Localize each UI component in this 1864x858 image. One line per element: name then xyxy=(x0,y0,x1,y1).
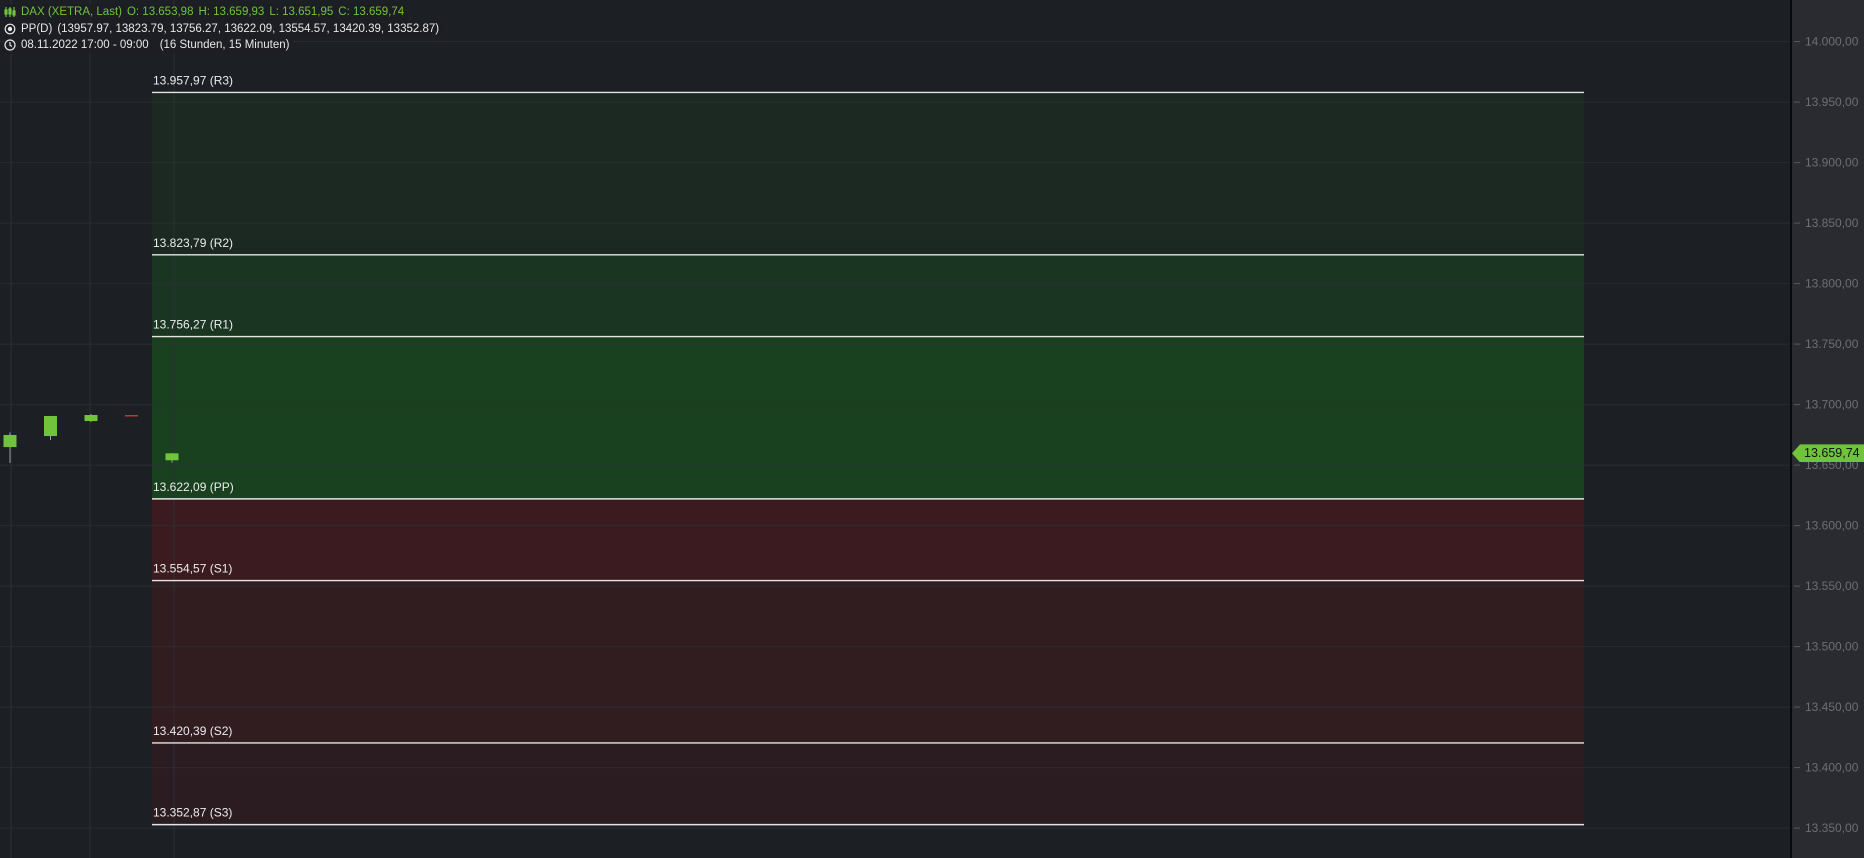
y-tick-label: 14.000,00 xyxy=(1805,35,1859,49)
candle xyxy=(44,415,57,441)
candle xyxy=(84,414,98,423)
last-price-label: 13.659,74 xyxy=(1792,444,1864,463)
candle xyxy=(125,415,138,417)
period-range: 08.11.2022 17:00 - 09:00 xyxy=(21,39,149,51)
pivot-zone-r2-r1 xyxy=(152,254,1584,337)
ohlc-row: DAX (XETRA, Last) O: 13.653,98 H: 13.659… xyxy=(4,4,409,21)
pivot-label-pp: 13.622,09 (PP) xyxy=(153,480,234,494)
candle-body xyxy=(44,415,57,437)
y-tick-label: 13.350,00 xyxy=(1805,821,1859,835)
indicator-name: PP(D) xyxy=(21,22,53,35)
y-tick-label: 13.600,00 xyxy=(1805,519,1859,533)
pivot-label-s3: 13.352,87 (S3) xyxy=(153,806,232,820)
y-tick-label: 13.900,00 xyxy=(1805,156,1859,170)
y-tick-label: 13.550,00 xyxy=(1805,579,1859,593)
candle xyxy=(165,453,179,463)
pivot-zone-r1-pp xyxy=(152,336,1584,499)
candle-body xyxy=(125,415,138,417)
y-tick-label: 13.450,00 xyxy=(1805,700,1859,714)
candlestick-icon xyxy=(4,7,16,18)
pivot-zone-r3-r2 xyxy=(152,92,1584,255)
candle-body xyxy=(3,434,17,448)
y-tick-label: 13.700,00 xyxy=(1805,398,1859,412)
pivot-label-s1: 13.554,57 (S1) xyxy=(153,562,232,576)
indicator-dot-icon xyxy=(4,23,16,35)
pivot-label-r2: 13.823,79 (R2) xyxy=(153,236,233,250)
candle-body xyxy=(84,415,98,422)
y-tick-label: 13.950,00 xyxy=(1805,95,1859,109)
y-tick-label: 13.800,00 xyxy=(1805,277,1859,291)
high-value: H: 13.659,93 xyxy=(198,6,265,18)
period-row: 08.11.2022 17:00 - 09:00 (16 Stunden, 15… xyxy=(4,37,294,54)
pivot-label-s2: 13.420,39 (S2) xyxy=(153,724,232,738)
y-tick-label: 13.400,00 xyxy=(1805,761,1859,775)
close-value: C: 13.659,74 xyxy=(338,6,405,18)
pivot-zone-s2-s3 xyxy=(152,742,1584,825)
low-value: L: 13.651,95 xyxy=(269,6,334,18)
indicator-values: (13957.97, 13823.79, 13756.27, 13622.09,… xyxy=(57,22,440,35)
candle xyxy=(3,432,17,464)
period-length: (16 Stunden, 15 Minuten) xyxy=(159,39,290,51)
y-tick-label: 13.750,00 xyxy=(1805,337,1859,351)
open-value: O: 13.653,98 xyxy=(126,6,194,18)
price-axis-background xyxy=(1791,0,1864,858)
indicator-row[interactable]: PP(D) (13957.97, 13823.79, 13756.27, 136… xyxy=(4,20,444,37)
instrument-name: DAX (XETRA, Last) xyxy=(21,6,122,18)
y-tick-label: 13.850,00 xyxy=(1805,216,1859,230)
pivot-label-r1: 13.756,27 (R1) xyxy=(153,318,233,332)
chart-legend: DAX (XETRA, Last) O: 13.653,98 H: 13.659… xyxy=(4,4,444,54)
pivot-zone-pp-s1 xyxy=(152,498,1584,581)
clock-icon xyxy=(4,39,16,51)
pivot-zone-s1-s2 xyxy=(152,580,1584,743)
candle-body xyxy=(165,453,179,461)
y-tick-label: 13.500,00 xyxy=(1805,640,1859,654)
pivot-label-r3: 13.957,97 (R3) xyxy=(153,73,233,87)
